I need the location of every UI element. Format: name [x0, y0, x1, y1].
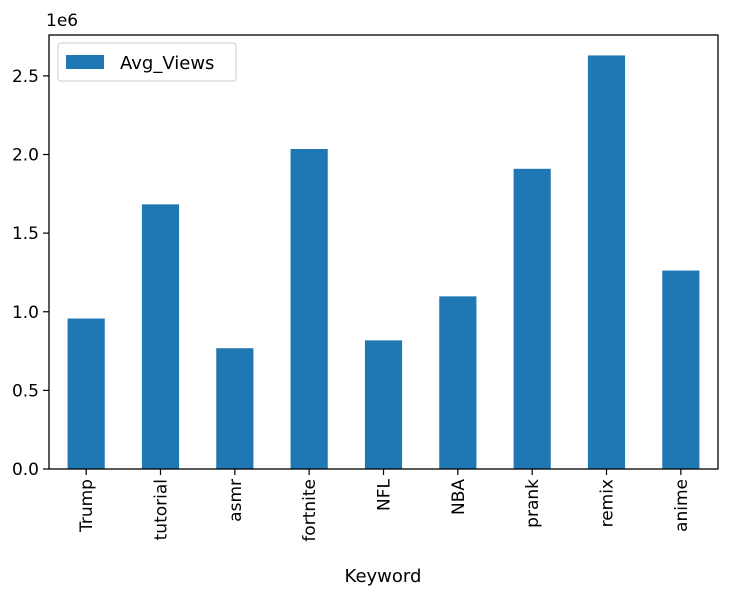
y-tick-label: 2.5 [12, 67, 39, 87]
plot-frame [48, 34, 719, 470]
x-tick-label: NFL [375, 478, 395, 510]
bar-prank [513, 168, 551, 470]
bar-fortnite [290, 149, 328, 470]
x-tick-label: remix [598, 479, 618, 527]
y-axis: 0.0 0.5 1.0 1.5 2.0 2.5 [12, 67, 49, 480]
x-tick-label: asmr [226, 479, 246, 522]
y-tick-label: 1.0 [12, 303, 39, 323]
bar-nfl [364, 340, 403, 469]
bar-tutorial [141, 204, 180, 469]
x-axis-label: Keyword [345, 566, 422, 587]
bar-nba [439, 296, 477, 469]
bar-anime [662, 270, 700, 469]
legend-label: Avg_Views [120, 53, 214, 74]
bars-group [67, 55, 700, 470]
bar-remix [587, 55, 626, 470]
x-tick-label: NBA [449, 479, 469, 515]
x-tick-label: tutorial [152, 479, 172, 540]
y-tick-label: 1.5 [12, 224, 39, 244]
x-tick-label: fortnite [300, 479, 320, 542]
legend-box [57, 42, 237, 82]
y-tick-label: 2.0 [12, 146, 39, 166]
y-offset-label: 1e6 [46, 11, 78, 31]
x-axis: Trump tutorial asmr fortnite NFL NBA prank remi… [77, 469, 692, 542]
legend: Avg_Views [57, 42, 237, 82]
y-tick-label: 0.5 [12, 381, 39, 401]
x-tick-label: anime [672, 479, 692, 532]
bar-trump [67, 318, 105, 469]
bar-asmr [216, 348, 254, 469]
legend-swatch [66, 55, 104, 69]
x-tick-label: prank [523, 479, 543, 528]
x-tick-label: Trump [77, 479, 97, 533]
y-tick-label: 0.0 [12, 460, 39, 480]
